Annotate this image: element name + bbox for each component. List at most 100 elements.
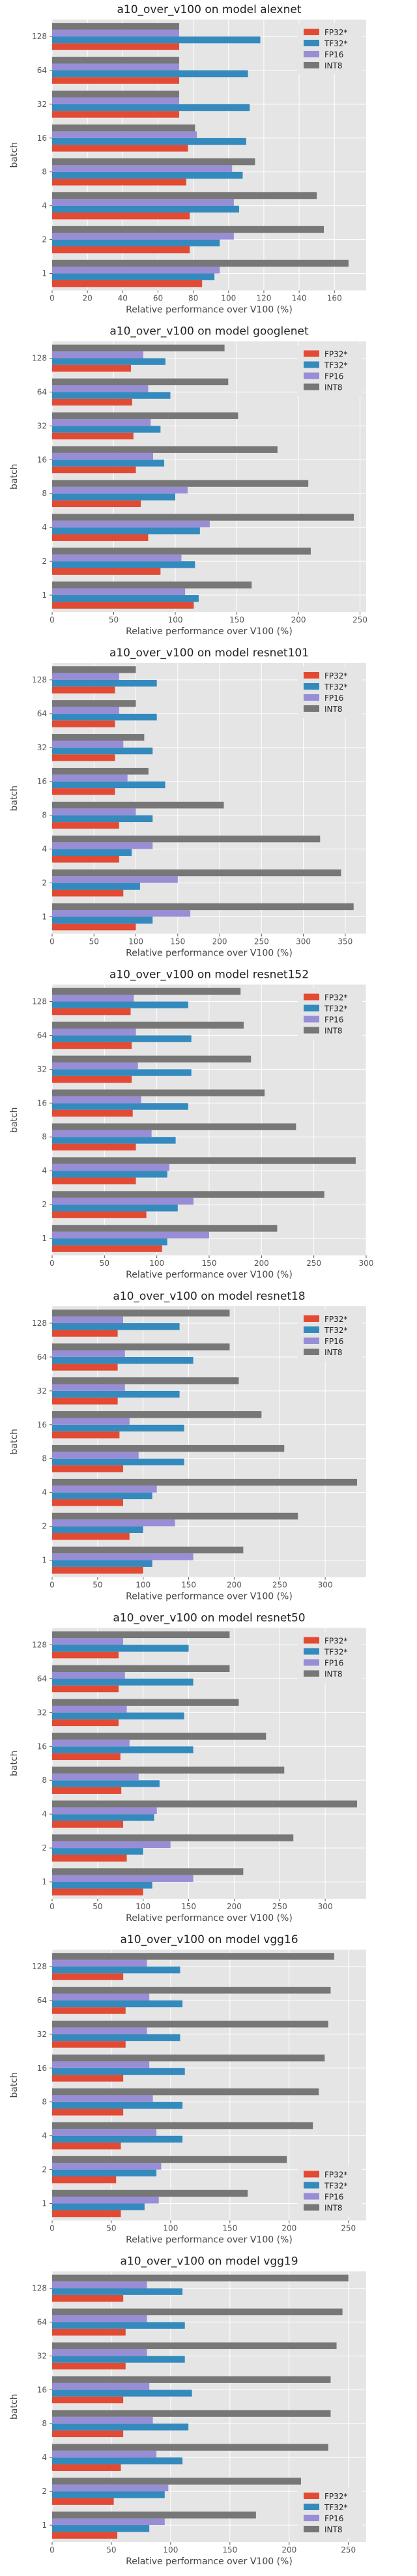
bar-int8-batch-16 [52,1411,262,1418]
bar-int8-batch-4 [52,2122,313,2130]
legend-label: FP16 [324,1016,343,1025]
bar-int8-batch-16 [52,2055,325,2062]
chart-6: a10_over_v100 on model vgg16 0 50 100 150 200… [9,1933,366,2246]
chart-title: a10_over_v100 on model resnet152 [109,969,309,982]
legend: FP32* TF32* FP16 INT8 [298,23,363,75]
y-tick-label: 2 [42,1200,47,1209]
y-tick-label: 8 [42,2098,47,2107]
bar-int8-batch-32 [52,2342,337,2349]
bar-fp32star-batch-1 [52,602,194,609]
y-tick-label: 128 [32,1962,47,1971]
y-axis-label: batch [9,1107,20,1133]
bar-fp16-batch-8 [52,1452,139,1459]
bar-int8-batch-2 [52,548,311,555]
legend: FP32* TF32* FP16 INT8 [298,2165,363,2217]
legend-swatch [304,694,319,701]
bar-int8-batch-4 [52,1478,358,1486]
chart-title: a10_over_v100 on model resnet18 [113,1290,305,1303]
bar-fp16-batch-1 [52,588,186,596]
legend-swatch [304,2204,319,2211]
bar-fp16-batch-16 [52,1096,141,1104]
bar-fp16-batch-16 [52,1739,130,1747]
bar-fp32star-batch-8 [52,2430,124,2437]
x-tick-label: 50 [93,1902,102,1911]
bar-int8-batch-16 [52,446,278,453]
bar-fp16-batch-2 [52,2484,169,2492]
bar-int8-batch-128 [52,344,225,352]
x-tick-label: 100 [136,1902,151,1911]
bar-int8-batch-16 [52,124,195,132]
x-tick-label: 350 [338,937,352,946]
legend-swatch [304,2515,319,2521]
x-tick-label: 100 [168,615,183,624]
x-tick-label: 150 [229,615,244,624]
x-axis-label: Relative performance over V100 (%) [126,2235,293,2246]
bar-tf32star-batch-32 [52,1712,184,1720]
legend-swatch [304,683,319,690]
bar-fp16-batch-16 [52,2382,150,2390]
bar-fp16-batch-16 [52,774,128,782]
bar-fp32star-batch-4 [52,534,149,541]
bar-fp16-batch-64 [52,63,179,70]
bar-fp32star-batch-64 [52,1042,132,1049]
y-tick-label: 16 [37,2385,47,2394]
y-tick-label: 1 [42,1877,47,1886]
bar-fp16-batch-4 [52,1807,157,1815]
bar-int8-batch-1 [52,581,252,589]
legend-label: TF32* [324,682,348,692]
chart-0: a10_over_v100 on model alexnet 0 20 40 60 80 1… [9,3,366,315]
bar-fp16-batch-8 [52,808,136,815]
bar-tf32star-batch-4 [52,1814,154,1821]
legend-label: FP32* [324,2171,347,2180]
y-axis-label: batch [9,785,20,812]
legend-swatch [304,2493,319,2499]
bar-fp32star-batch-2 [52,1532,130,1540]
y-tick-label: 2 [42,879,47,888]
bar-int8-batch-8 [52,1444,285,1452]
y-tick-label: 2 [42,2165,47,2174]
bar-fp16-batch-64 [52,2315,147,2322]
bar-fp16-batch-8 [52,1130,152,1137]
bar-int8-batch-2 [52,226,324,233]
legend-label: INT8 [324,1348,342,1357]
x-tick-label: 60 [153,294,163,303]
bar-int8-batch-2 [52,869,341,877]
x-tick-label: 150 [202,1259,217,1268]
x-tick-label: 200 [281,2224,296,2233]
bar-fp32star-batch-64 [52,77,179,84]
y-axis-label: batch [9,2072,20,2098]
bar-fp32star-batch-16 [52,1431,120,1439]
bar-tf32star-batch-128 [52,1645,189,1652]
bar-fp32star-batch-32 [52,2362,126,2370]
bar-tf32star-batch-64 [52,713,157,721]
y-axis-label: batch [9,1429,20,1455]
chart-7: a10_over_v100 on model vgg19 0 50 100 150 200… [9,2255,366,2567]
y-tick-label: 1 [42,1556,47,1565]
bar-tf32star-batch-2 [52,561,195,568]
bar-tf32star-batch-32 [52,1390,180,1398]
bar-fp32star-batch-1 [52,1566,143,1574]
chart-title: a10_over_v100 on model googlenet [109,325,309,338]
legend-box [298,23,363,75]
bar-fp16-batch-1 [52,1231,209,1239]
bar-fp32star-batch-1 [52,2532,118,2539]
legend-label: FP32* [324,1315,347,1324]
legend-swatch [304,2526,319,2532]
y-tick-label: 64 [37,2317,47,2326]
y-tick-label: 16 [37,134,47,143]
x-tick-label: 50 [93,1581,102,1590]
bar-fp16-batch-2 [52,554,182,562]
bar-fp32star-batch-32 [52,1076,132,1083]
bar-fp32star-batch-2 [52,889,124,897]
x-axis-label: Relative performance over V100 (%) [126,1913,293,1924]
y-axis-label: batch [9,142,20,168]
legend-box [298,1310,363,1362]
bar-int8-batch-64 [52,57,179,64]
bar-tf32star-batch-64 [52,1035,192,1042]
x-tick-label: 200 [212,937,227,946]
bar-tf32star-batch-8 [52,171,243,179]
bar-tf32star-batch-128 [52,1966,180,1974]
bar-fp32star-batch-8 [52,822,119,829]
bar-fp16-batch-2 [52,2163,162,2170]
bar-int8-batch-128 [52,988,241,995]
